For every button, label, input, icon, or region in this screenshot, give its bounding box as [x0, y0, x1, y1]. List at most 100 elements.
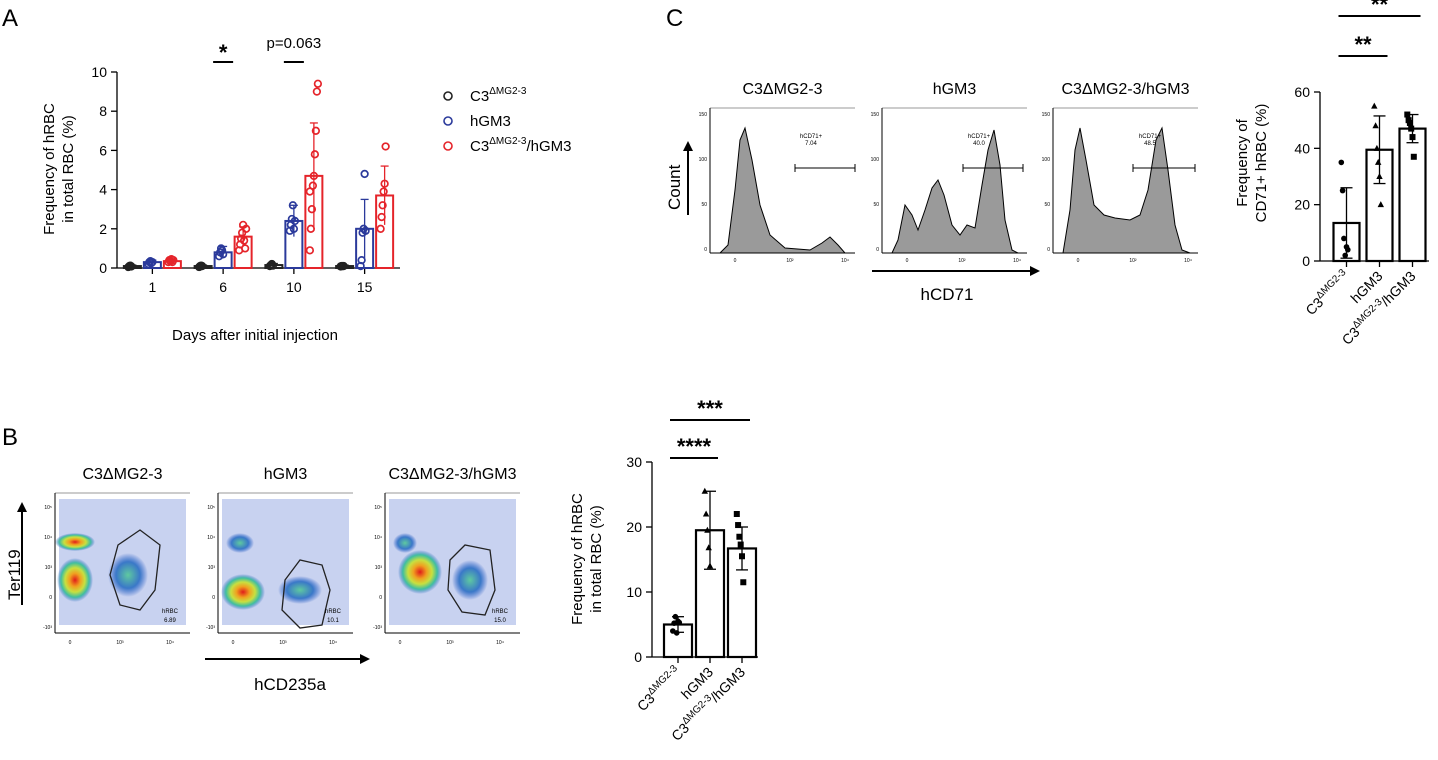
chart-a-ylabel-line2: in total RBC (%) [60, 115, 77, 223]
flow-c-x-tick-label: 10² [1129, 258, 1137, 264]
chart-a-ylabel: Frequency of hRBC in total RBC (%) [41, 103, 77, 235]
chart-a-point-combo [305, 187, 315, 196]
chart-a-point-c3 [268, 261, 278, 270]
chart-c-ylabel-line2: CD71+ hRBC (%) [1253, 104, 1270, 223]
flow-c-plot: hCD71+48.5 C3ΔMG2-3/hGM3 150 100 50 0 0 10² 10⁴ [1042, 81, 1198, 264]
flow-b-gate-label: hRBC [162, 609, 179, 615]
chart-c-bar [1398, 127, 1427, 263]
flow-b-population [221, 574, 265, 610]
chart-b-y-tick-label: 10 [626, 584, 642, 600]
chart-a-point-hgm3 [360, 169, 369, 179]
chart-a-y-tick-label: 0 [99, 260, 107, 276]
flow-c-y-tick-label: 100 [699, 157, 708, 163]
flow-c-x-tick-label: 10⁴ [1013, 258, 1021, 264]
chart-c-y-tick-label: 60 [1294, 84, 1310, 100]
chart-a-x-tick-label: 1 [148, 279, 156, 295]
flow-b-gate-value: 15.0 [494, 618, 506, 624]
chart-a-point-combo [310, 150, 320, 159]
panel-letter-a: A [2, 5, 18, 32]
chart-b-point [740, 579, 747, 586]
flow-b-population [278, 576, 322, 604]
chart-b-point [737, 541, 744, 548]
flow-c-gate-label: hCD71+ [800, 134, 823, 140]
flow-b-gate [281, 559, 331, 629]
flow-b-x-tick-label: 10⁴ [496, 640, 504, 646]
chart-c-point [1409, 134, 1416, 141]
flow-c-x-tick-label: 10⁴ [841, 258, 849, 264]
chart-a-point-c3 [197, 261, 207, 271]
chart-a-sig-label: * [219, 40, 228, 65]
flow-b-plot-title: C3ΔMG2-3/hGM3 [388, 466, 516, 483]
chart-c-ylabel-line1: Frequency of [1234, 118, 1251, 206]
flow-b-x-tick-label: 10⁴ [166, 640, 174, 646]
chart-a-point-combo [376, 224, 385, 233]
flow-c-y-tick-label: 50 [1044, 202, 1050, 208]
flow-c-plot-title: C3ΔMG2-3 [742, 81, 822, 98]
flow-b-x-tick-label: 0 [69, 640, 72, 646]
chart-b-point [733, 511, 740, 517]
chart-a-point-combo [241, 224, 251, 233]
flow-b: Ter119 hCD235a C3ΔMG2-3 hRBC 6.89 10⁵ 10⁴ 10³… [5, 466, 520, 694]
flow-c-x-tick-label: 10² [958, 258, 966, 264]
flow-c-y-tick-label: 0 [1047, 247, 1050, 253]
flow-b-y-tick-label: 10⁵ [207, 505, 215, 511]
flow-b-x-tick-label: 10³ [116, 640, 124, 646]
chart-a-y-tick-label: 6 [99, 142, 107, 158]
chart-a-y-tick-label: 10 [91, 64, 107, 80]
flow-b-y-tick-label: 10³ [375, 565, 383, 571]
chart-a-point-hgm3 [289, 224, 299, 233]
chart-b-point [672, 613, 679, 620]
flow-b-gate [447, 544, 496, 616]
flow-b-plot-title: hGM3 [264, 466, 308, 483]
chart-b: 0102030C3ΔMG2-3hGM3C3ΔMG2-3/hGM3******* … [569, 396, 758, 744]
flow-c-x-arrowhead [1030, 266, 1040, 276]
chart-a-point-combo [381, 142, 390, 151]
chart-c-point [1377, 201, 1384, 208]
flow-b-population [398, 550, 442, 594]
chart-c-point [1373, 144, 1381, 151]
chart-c-point [1372, 122, 1379, 129]
chart-b-y-tick-label: 30 [626, 454, 642, 470]
flow-b-x-tick-label: 0 [232, 640, 235, 646]
chart-c-y-tick-label: 20 [1294, 197, 1310, 213]
flow-c-y-tick-label: 50 [873, 202, 879, 208]
flow-b-y-tick-label: 10⁵ [44, 505, 52, 511]
flow-b-y-tick-label: 10⁴ [207, 535, 215, 541]
flow-c-histogram [1062, 126, 1191, 254]
flow-b-x-tick-label: 10³ [279, 640, 287, 646]
flow-b-plot-title: C3ΔMG2-3 [82, 466, 162, 483]
chart-a-point-combo [169, 256, 178, 265]
chart-b-point [736, 533, 743, 540]
panel-letter-c: C [666, 5, 683, 32]
chart-a-point-hgm3 [357, 256, 366, 265]
flow-c-x-tick-label: 0 [906, 258, 909, 264]
chart-c-point [1406, 119, 1413, 126]
chart-c-sig-label: ** [1371, 0, 1389, 17]
legend-marker-hgm3 [443, 116, 453, 126]
chart-a-ylabel-line1: Frequency of hRBC [41, 103, 58, 235]
chart-b-point [701, 487, 708, 494]
flow-b-plot: C3ΔMG2-3/hGM3 hRBC 15.0 10⁵ 10⁴ 10³ 0 -10³ 0 10³ 1… [373, 466, 520, 646]
flow-c-y-tick-label: 100 [871, 157, 880, 163]
chart-c-point [1338, 159, 1345, 166]
flow-b-y-tick-label: -10³ [373, 625, 382, 631]
flow-c-histogram [891, 129, 1019, 254]
chart-a: 0 2 4 6 8 10 1 6 10 15 * p=0.063 Frequency of hRBC … [41, 35, 571, 344]
flow-c-y-tick-label: 0 [704, 247, 707, 253]
chart-a-x-tick-label: 6 [219, 279, 227, 295]
flow-b-y-tick-label: 0 [379, 595, 382, 601]
chart-b-point [735, 522, 742, 529]
chart-a-x-tick-label: 10 [286, 279, 302, 295]
flow-c-y-tick-label: 0 [876, 247, 879, 253]
flow-b-x-arrowhead [360, 654, 370, 664]
chart-a-point-hgm3 [290, 216, 300, 226]
flow-c-histogram [718, 126, 847, 254]
chart-b-point [705, 544, 712, 551]
flow-b-y-tick-label: -10³ [43, 625, 52, 631]
flow-b-x-tick-label: 10⁴ [329, 640, 337, 646]
chart-b-point [676, 619, 683, 626]
flow-c-plot: hCD71+7.04 C3ΔMG2-3 150 100 50 0 0 10² 10⁴ [699, 81, 856, 264]
chart-b-y-tick-label: 20 [626, 519, 642, 535]
